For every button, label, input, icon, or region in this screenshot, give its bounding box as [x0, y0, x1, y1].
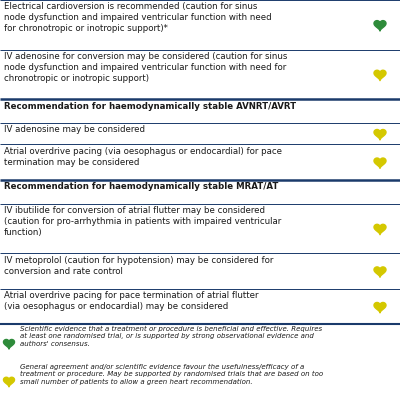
Polygon shape [4, 377, 14, 387]
Text: Scientific evidence that a treatment or procedure is beneficial and effective. R: Scientific evidence that a treatment or … [20, 326, 322, 347]
Polygon shape [374, 70, 386, 80]
Text: IV metoprolol (caution for hypotension) may be considered for
conversion and rat: IV metoprolol (caution for hypotension) … [4, 256, 273, 276]
Text: Atrial overdrive pacing (via oesophagus or endocardial) for pace
termination may: Atrial overdrive pacing (via oesophagus … [4, 147, 282, 167]
Text: Recommendation for haemodynamically stable MRAT/AT: Recommendation for haemodynamically stab… [4, 182, 278, 192]
Text: Electrical cardioversion is recommended (caution for sinus
node dysfunction and : Electrical cardioversion is recommended … [4, 2, 272, 33]
Polygon shape [374, 267, 386, 277]
Polygon shape [4, 340, 14, 349]
Text: IV adenosine may be considered: IV adenosine may be considered [4, 126, 145, 134]
Text: IV adenosine for conversion may be considered (caution for sinus
node dysfunctio: IV adenosine for conversion may be consi… [4, 52, 287, 83]
Polygon shape [374, 302, 386, 313]
Polygon shape [374, 224, 386, 234]
Polygon shape [374, 158, 386, 168]
Polygon shape [374, 130, 386, 140]
Polygon shape [374, 21, 386, 31]
Text: IV ibutilide for conversion of atrial flutter may be considered
(caution for pro: IV ibutilide for conversion of atrial fl… [4, 206, 281, 237]
Text: Recommendation for haemodynamically stable AVNRT/AVRT: Recommendation for haemodynamically stab… [4, 102, 296, 111]
Text: General agreement and/or scientific evidence favour the usefulness/efficacy of a: General agreement and/or scientific evid… [20, 364, 323, 385]
Text: Atrial overdrive pacing for pace termination of atrial flutter
(via oesophagus o: Atrial overdrive pacing for pace termina… [4, 291, 258, 311]
